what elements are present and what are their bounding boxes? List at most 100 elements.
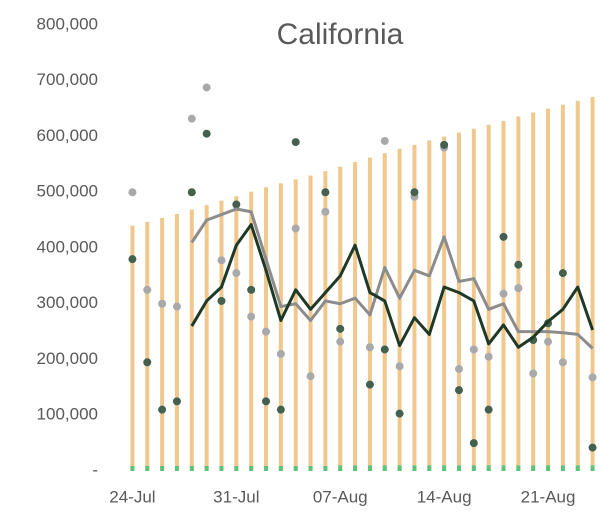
- bar: [130, 225, 135, 471]
- bar: [456, 132, 461, 471]
- bar: [353, 162, 358, 471]
- bar: [471, 465, 476, 471]
- dot: [410, 188, 419, 197]
- bar: [145, 465, 150, 471]
- dot: [232, 269, 241, 278]
- bar: [501, 465, 506, 471]
- dot: [217, 296, 226, 305]
- bar: [456, 465, 461, 471]
- dot: [395, 362, 404, 371]
- dot: [232, 200, 241, 209]
- dot: [158, 299, 167, 308]
- x-tick-label: 21-Aug: [521, 487, 576, 506]
- bar: [442, 136, 447, 471]
- bar: [338, 465, 343, 471]
- y-tick-label: 200,000: [37, 349, 98, 368]
- y-tick-label: 300,000: [37, 293, 98, 312]
- dot: [143, 358, 152, 367]
- y-tick-label: 100,000: [37, 405, 98, 424]
- bar: [189, 465, 194, 471]
- dot: [202, 129, 211, 138]
- x-tick-label: 24-Jul: [109, 487, 155, 506]
- bar: [293, 465, 298, 471]
- dot: [499, 232, 508, 241]
- bar: [278, 465, 283, 471]
- y-tick-label: 500,000: [37, 182, 98, 201]
- x-tick-label: 14-Aug: [417, 487, 472, 506]
- bar: [234, 196, 239, 471]
- dot: [128, 255, 137, 264]
- bar: [560, 465, 565, 471]
- dot: [262, 397, 271, 406]
- bar: [516, 465, 521, 471]
- dot: [365, 343, 374, 352]
- bar: [397, 465, 402, 471]
- y-tick-label: 400,000: [37, 237, 98, 256]
- bar: [249, 191, 254, 471]
- bar: [427, 465, 432, 471]
- bar: [204, 465, 209, 471]
- bar: [234, 465, 239, 471]
- dot: [187, 188, 196, 197]
- dot: [558, 358, 567, 367]
- dot: [469, 345, 478, 354]
- dot: [306, 372, 315, 381]
- x-tick-label: 07-Aug: [313, 487, 368, 506]
- dot: [484, 405, 493, 414]
- line: [190, 207, 594, 350]
- bar: [219, 200, 224, 472]
- dot: [499, 289, 508, 298]
- dot: [336, 337, 345, 346]
- bar: [323, 171, 328, 471]
- dot: [514, 284, 523, 293]
- bar: [531, 465, 536, 471]
- bar: [160, 465, 165, 471]
- dot: [217, 256, 226, 265]
- bar: [145, 221, 150, 471]
- y-tick-label: -: [92, 460, 98, 479]
- bar: [174, 465, 179, 471]
- dot: [276, 349, 285, 358]
- dot: [469, 439, 478, 448]
- dot: [128, 188, 137, 197]
- dot: [247, 285, 256, 294]
- dot: [440, 140, 449, 149]
- bar: [590, 96, 595, 471]
- dot: [484, 352, 493, 361]
- bar: [308, 465, 313, 471]
- dot: [380, 345, 389, 354]
- dot: [395, 409, 404, 418]
- bar: [531, 112, 536, 471]
- dot: [291, 138, 300, 147]
- dot: [276, 405, 285, 414]
- bar: [427, 140, 432, 471]
- dot: [172, 397, 181, 406]
- dot: [336, 324, 345, 333]
- bar: [189, 209, 194, 471]
- dot: [514, 260, 523, 269]
- dot: [202, 83, 211, 92]
- dot: [529, 369, 538, 378]
- dot: [291, 224, 300, 233]
- bar: [546, 465, 551, 471]
- bar: [412, 465, 417, 471]
- dot: [454, 386, 463, 395]
- bar: [174, 213, 179, 471]
- bar: [204, 205, 209, 471]
- chart-title: California: [277, 18, 404, 51]
- y-tick-label: 800,000: [37, 14, 98, 33]
- bar: [382, 465, 387, 471]
- bar: [412, 144, 417, 472]
- bar: [160, 217, 165, 471]
- dot: [172, 302, 181, 311]
- bar: [486, 465, 491, 471]
- dot: [588, 443, 597, 452]
- bar: [219, 465, 224, 471]
- bar: [353, 465, 358, 471]
- dot: [143, 285, 152, 294]
- dot: [158, 405, 167, 414]
- bar: [442, 465, 447, 471]
- line: [190, 223, 594, 349]
- x-tick-label: 31-Jul: [213, 487, 259, 506]
